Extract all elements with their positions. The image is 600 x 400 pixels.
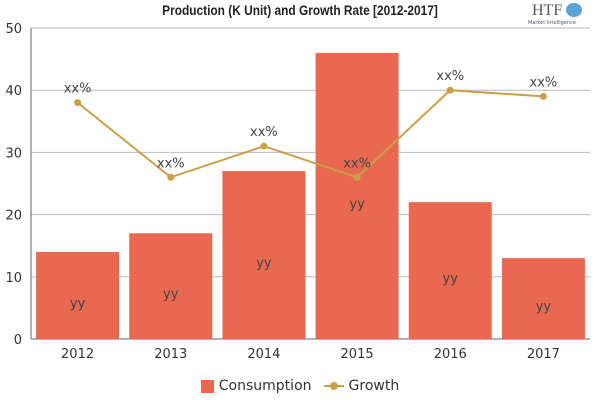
bar-2015	[315, 52, 399, 339]
bar-data-label: yy	[536, 300, 552, 315]
logo-globe-icon	[566, 3, 582, 17]
y-tick-label: 30	[5, 146, 22, 161]
y-tick-label: 10	[5, 271, 22, 286]
bar-data-label: yy	[163, 287, 179, 302]
chart-title: Production (K Unit) and Growth Rate [201…	[162, 2, 438, 18]
y-tick-label: 20	[5, 209, 22, 224]
growth-point-2015	[353, 173, 361, 181]
bar-data-label: yy	[70, 296, 86, 311]
legend-growth-label: Growth	[348, 378, 400, 394]
bar-2016	[408, 202, 492, 339]
legend-consumption-label: Consumption	[218, 378, 312, 394]
logo-text: HTF	[532, 2, 563, 19]
y-tick-label: 50	[5, 22, 22, 37]
growth-point-2014	[260, 142, 268, 150]
logo-subtext: Market Intelligence	[528, 20, 576, 26]
growth-data-label: xx%	[250, 125, 278, 140]
x-tick-label: 2015	[341, 347, 374, 362]
growth-data-label: xx%	[343, 156, 371, 171]
growth-point-2012	[74, 99, 82, 107]
htf-logo: HTF Market Intelligence	[528, 2, 594, 28]
bar-2017	[501, 258, 585, 339]
growth-point-2013	[167, 173, 175, 181]
legend-growth-swatch	[323, 382, 344, 390]
y-tick-label: 40	[5, 84, 22, 99]
bar-data-label: yy	[349, 197, 365, 212]
growth-point-2017	[539, 92, 547, 100]
growth-point-2016	[446, 86, 454, 94]
bar-2014	[222, 171, 306, 339]
bar-data-label: yy	[443, 272, 459, 287]
legend-consumption-swatch	[200, 379, 214, 393]
growth-data-label: xx%	[436, 69, 464, 84]
bar-2012	[36, 251, 120, 339]
x-tick-label: 2016	[434, 347, 467, 362]
growth-data-label: xx%	[64, 82, 92, 97]
x-tick-label: 2017	[527, 347, 560, 362]
x-tick-label: 2013	[154, 347, 187, 362]
growth-data-label: xx%	[157, 156, 185, 171]
bar-data-label: yy	[256, 256, 272, 271]
x-tick-label: 2012	[61, 347, 94, 362]
bar-2013	[129, 233, 213, 339]
x-tick-label: 2014	[247, 347, 280, 362]
growth-line	[76, 89, 544, 179]
growth-data-label: xx%	[530, 75, 558, 90]
y-tick-label: 0	[14, 333, 22, 348]
legend: Consumption Growth	[0, 378, 600, 394]
